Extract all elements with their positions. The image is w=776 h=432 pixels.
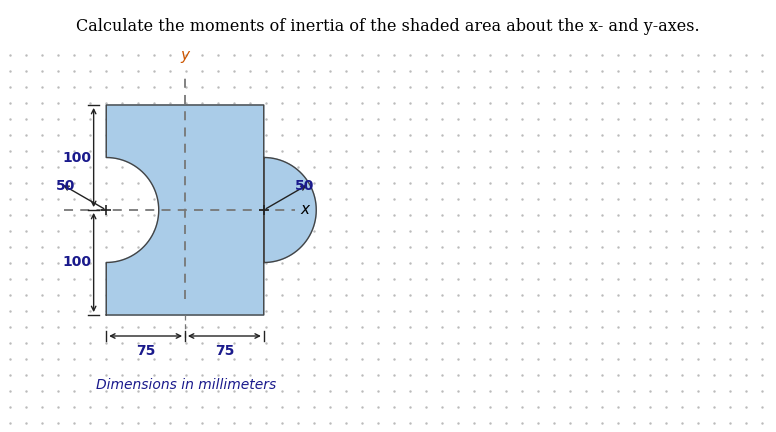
Text: 100: 100	[62, 150, 92, 165]
Text: 50: 50	[56, 179, 75, 193]
Polygon shape	[106, 105, 317, 315]
Text: x: x	[300, 203, 310, 217]
Text: Calculate the moments of inertia of the shaded area about the x- and y-axes.: Calculate the moments of inertia of the …	[76, 18, 700, 35]
Text: 75: 75	[215, 344, 234, 358]
Text: y: y	[181, 48, 189, 63]
Text: 100: 100	[62, 255, 92, 270]
Text: 50: 50	[294, 179, 314, 193]
Text: Dimensions in millimeters: Dimensions in millimeters	[95, 378, 276, 392]
Text: 75: 75	[136, 344, 155, 358]
